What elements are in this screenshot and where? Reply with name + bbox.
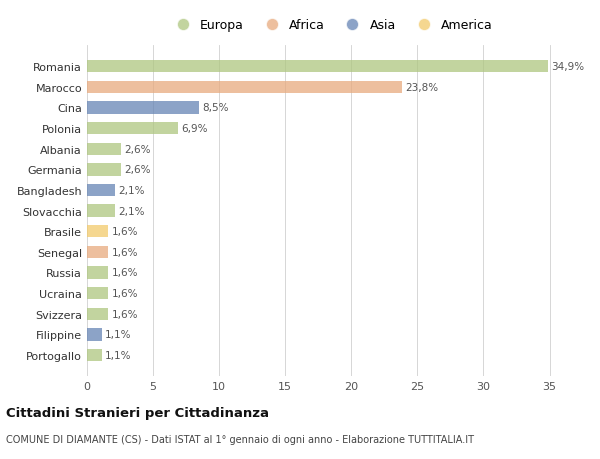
Text: 2,6%: 2,6%	[125, 165, 151, 175]
Text: 23,8%: 23,8%	[405, 83, 438, 93]
Bar	[87, 246, 108, 258]
Bar	[87, 123, 178, 135]
Bar	[87, 287, 108, 300]
Bar	[87, 205, 115, 217]
Bar	[87, 164, 121, 176]
Bar	[87, 225, 108, 238]
Text: COMUNE DI DIAMANTE (CS) - Dati ISTAT al 1° gennaio di ogni anno - Elaborazione T: COMUNE DI DIAMANTE (CS) - Dati ISTAT al …	[6, 434, 474, 444]
Text: Cittadini Stranieri per Cittadinanza: Cittadini Stranieri per Cittadinanza	[6, 406, 269, 419]
Bar	[87, 329, 101, 341]
Bar	[87, 61, 548, 73]
Text: 1,6%: 1,6%	[112, 268, 138, 278]
Bar	[87, 102, 199, 114]
Text: 1,6%: 1,6%	[112, 309, 138, 319]
Text: 1,1%: 1,1%	[105, 330, 131, 340]
Bar	[87, 349, 101, 361]
Text: 1,6%: 1,6%	[112, 227, 138, 237]
Bar	[87, 267, 108, 279]
Text: 1,6%: 1,6%	[112, 288, 138, 298]
Text: 6,9%: 6,9%	[181, 124, 208, 134]
Bar	[87, 185, 115, 197]
Text: 1,6%: 1,6%	[112, 247, 138, 257]
Text: 2,1%: 2,1%	[118, 206, 145, 216]
Bar	[87, 308, 108, 320]
Text: 8,5%: 8,5%	[203, 103, 229, 113]
Legend: Europa, Africa, Asia, America: Europa, Africa, Asia, America	[165, 14, 498, 37]
Bar	[87, 143, 121, 156]
Text: 1,1%: 1,1%	[105, 350, 131, 360]
Bar	[87, 82, 401, 94]
Text: 2,6%: 2,6%	[125, 145, 151, 154]
Text: 2,1%: 2,1%	[118, 185, 145, 196]
Text: 34,9%: 34,9%	[551, 62, 584, 72]
